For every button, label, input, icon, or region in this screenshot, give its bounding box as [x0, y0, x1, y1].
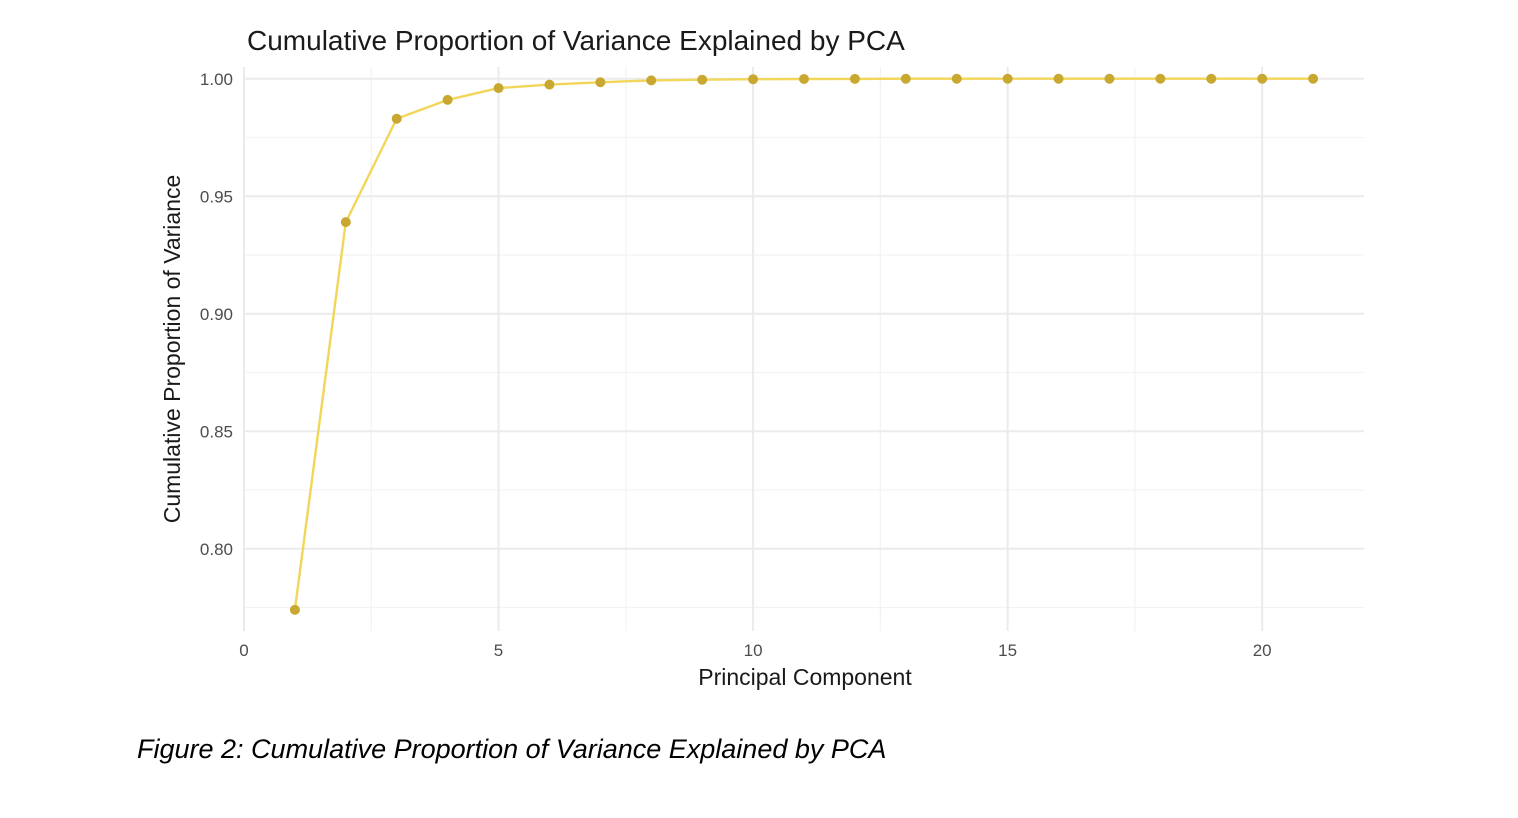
- data-point: [1308, 73, 1319, 84]
- data-point: [1155, 73, 1166, 84]
- data-point: [697, 74, 708, 85]
- x-tick-label: 10: [744, 641, 763, 660]
- data-point: [1002, 73, 1013, 84]
- series-line: [293, 77, 1314, 611]
- data-point: [442, 94, 453, 105]
- data-point: [544, 79, 555, 90]
- data-point: [493, 83, 504, 94]
- y-tick-label: 0.85: [200, 422, 233, 441]
- x-tick-label: 15: [998, 641, 1017, 660]
- x-axis-title: Principal Component: [698, 664, 912, 690]
- data-point: [748, 74, 759, 85]
- grid-lines: [243, 67, 1364, 631]
- y-tick-label: 1.00: [200, 70, 233, 89]
- figure-caption: Figure 2: Cumulative Proportion of Varia…: [137, 734, 887, 764]
- x-tick-label: 20: [1253, 641, 1272, 660]
- data-point: [900, 73, 911, 84]
- data-point: [1104, 73, 1115, 84]
- y-tick-label: 0.80: [200, 540, 233, 559]
- x-tick-label: 0: [239, 641, 248, 660]
- data-point: [1257, 73, 1268, 84]
- y-tick-label: 0.90: [200, 305, 233, 324]
- chart-title: Cumulative Proportion of Variance Explai…: [247, 25, 905, 56]
- data-point: [646, 75, 657, 86]
- y-tick-label: 0.95: [200, 187, 233, 206]
- series-layer: [289, 73, 1319, 615]
- pca-variance-chart: 0 5 10 15 20 0.80 0.85 0.90 0.95 1.00 Cumulative …: [159, 25, 1364, 690]
- x-tick-label: 5: [494, 641, 503, 660]
- data-point: [849, 73, 860, 84]
- data-point: [289, 604, 300, 615]
- data-point: [340, 217, 351, 228]
- data-point: [595, 77, 606, 88]
- data-point: [951, 73, 962, 84]
- y-axis-title: Cumulative Proportion of Variance: [159, 175, 185, 524]
- data-point: [799, 73, 809, 84]
- data-point: [391, 113, 402, 124]
- data-point: [1053, 73, 1064, 84]
- data-point: [1206, 73, 1217, 84]
- tick-labels: 0 5 10 15 20 0.80 0.85 0.90 0.95 1.00: [200, 70, 1272, 660]
